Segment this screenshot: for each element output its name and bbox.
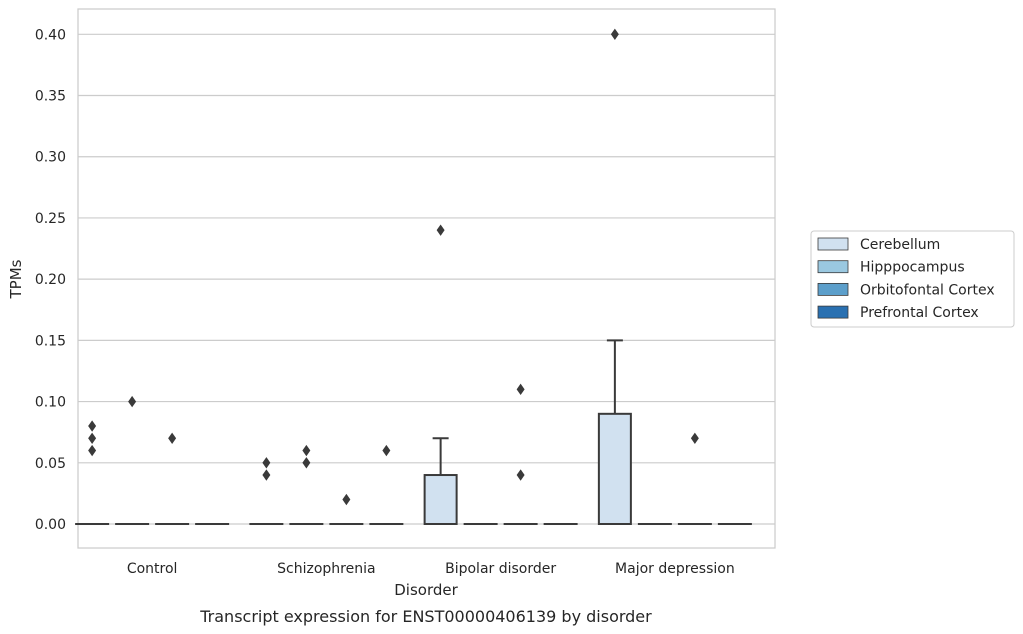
y-tick-label: 0.30 <box>35 150 66 166</box>
grid-lines <box>78 33 775 525</box>
legend-label: Hipppocampus <box>860 260 965 276</box>
outlier-point <box>342 493 351 506</box>
box-cerebellum <box>597 412 632 526</box>
outlier-point <box>88 444 97 457</box>
outlier-point <box>88 432 97 445</box>
y-tick-label: 0.35 <box>35 89 66 105</box>
legend-swatch <box>817 305 849 319</box>
outlier-points <box>88 28 699 506</box>
x-tick-label: Schizophrenia <box>277 561 375 577</box>
legend: Cerebellum Hipppocampus Orbitofontal Corte… <box>810 230 1015 328</box>
legend-swatch <box>817 237 849 251</box>
x-axis-ticks: Control Schizophrenia Bipolar disorder Majo… <box>127 561 735 577</box>
y-tick-label: 0.00 <box>35 517 66 533</box>
y-tick-label: 0.20 <box>35 272 66 288</box>
chart-caption: Transcript expression for ENST0000040613… <box>199 607 652 626</box>
legend-frame <box>810 230 1015 328</box>
x-tick-label: Bipolar disorder <box>445 561 556 577</box>
box-series <box>75 339 752 526</box>
legend-label: Prefrontal Cortex <box>860 305 979 321</box>
outlier-point <box>516 383 525 396</box>
y-tick-label: 0.40 <box>35 27 66 43</box>
outlier-point <box>88 420 97 432</box>
legend-label: Orbitofontal Cortex <box>860 282 995 298</box>
outlier-point <box>262 457 271 469</box>
plot-frame <box>77 8 776 549</box>
outlier-point <box>302 444 311 457</box>
legend-swatch <box>817 282 849 296</box>
outlier-point <box>610 28 619 40</box>
outlier-point <box>436 224 445 236</box>
y-tick-label: 0.10 <box>35 395 66 411</box>
outlier-point <box>690 432 699 445</box>
outlier-point <box>382 444 391 457</box>
y-tick-label: 0.05 <box>35 456 66 472</box>
x-tick-label: Major depression <box>615 561 735 577</box>
outlier-point <box>302 457 311 469</box>
legend-label: Cerebellum <box>860 237 940 253</box>
legend-swatch <box>817 260 849 274</box>
outlier-point <box>168 432 177 445</box>
y-axis-label: TPMs <box>7 259 25 299</box>
outlier-point <box>262 469 271 481</box>
x-tick-label: Control <box>127 561 178 577</box>
y-axis-ticks: 0.00 0.05 0.10 0.15 0.20 0.25 0.30 0.35 0.40 <box>35 27 66 533</box>
outlier-point <box>516 469 525 481</box>
box-cerebellum <box>423 474 458 525</box>
outlier-point <box>128 395 137 408</box>
x-axis-label: Disorder <box>394 581 458 599</box>
y-tick-label: 0.15 <box>35 333 66 349</box>
y-tick-label: 0.25 <box>35 211 66 227</box>
